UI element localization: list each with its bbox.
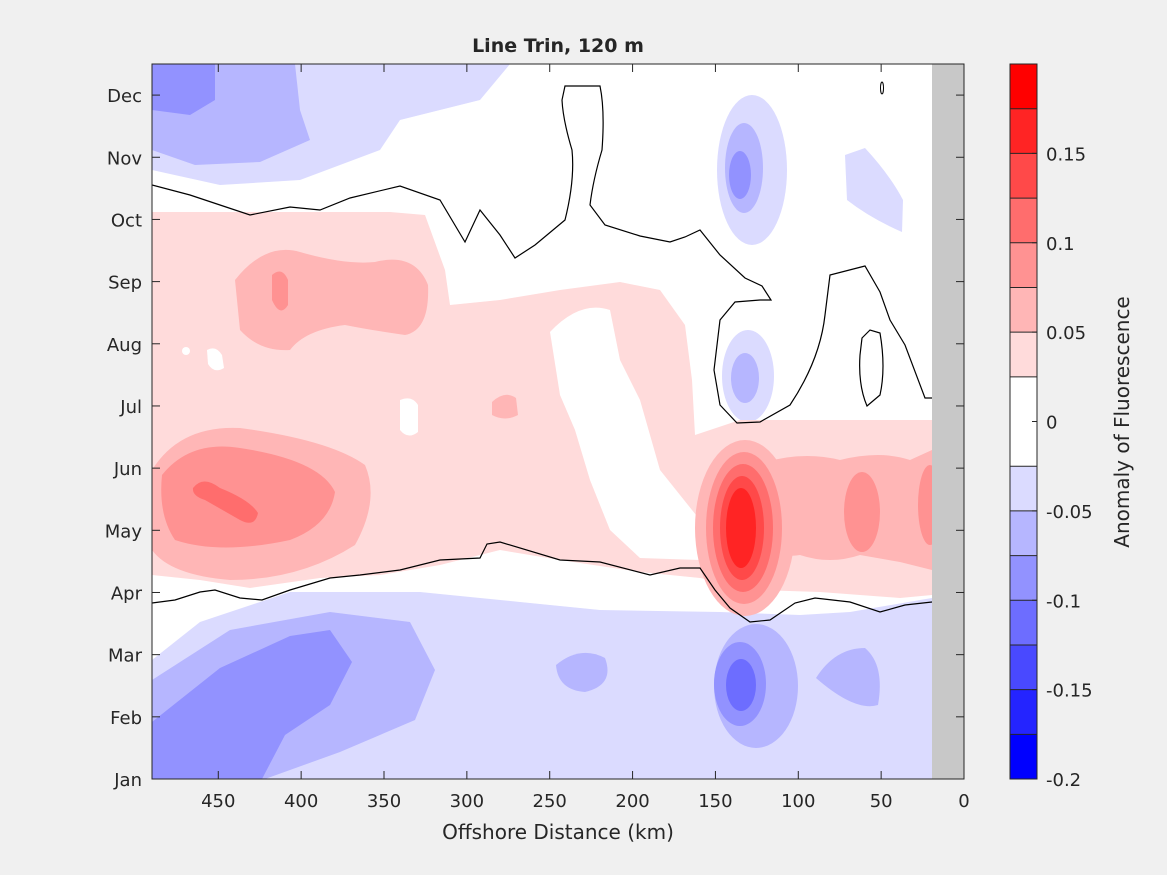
colorbar-segment: [1010, 555, 1037, 601]
chart-title: Line Trin, 120 m: [472, 35, 644, 57]
x-axis-label: Offshore Distance (km): [442, 820, 674, 844]
colorbar-segment: [1010, 466, 1037, 511]
x-tick-label: 400: [284, 791, 318, 812]
contour-bottom-minimum: [726, 659, 756, 711]
colorbar-segment: [1010, 734, 1037, 779]
colorbar-segment: [1010, 287, 1037, 333]
y-tick-label: Jan: [113, 770, 142, 791]
colorbar-tick-label: -0.15: [1046, 681, 1093, 702]
contour-small-positive: [492, 394, 518, 419]
contour-fills: [152, 64, 964, 779]
y-axis: Jan Feb Mar Apr May Jun Jul Aug Sep Oct Nov Dec: [105, 86, 964, 791]
x-tick-label: 350: [367, 791, 401, 812]
x-tick-label: 50: [870, 791, 893, 812]
plot-area: [151, 63, 965, 780]
x-axis: 450 400 350 300 250 200 150 100 50 0: [201, 64, 970, 812]
colorbar-tick-label: 0.1: [1046, 234, 1075, 255]
y-tick-label: May: [105, 521, 143, 542]
colorbar-tick-label: -0.2: [1046, 770, 1081, 791]
colorbar-tick-label: 0.15: [1046, 144, 1086, 165]
x-tick-label: 0: [958, 791, 969, 812]
contour-right-positive: [755, 450, 932, 570]
contour-gap: [400, 398, 418, 436]
y-tick-label: Mar: [108, 646, 143, 667]
x-tick-label: 100: [781, 791, 815, 812]
colorbar-tick-label: 0.05: [1046, 323, 1086, 344]
y-tick-label: Apr: [111, 583, 143, 604]
y-tick-label: Feb: [110, 708, 142, 729]
colorbar-segment: [1010, 198, 1037, 243]
y-tick-label: Aug: [107, 335, 142, 356]
y-tick-label: Jun: [113, 459, 142, 480]
contour-right-positive: [844, 472, 880, 552]
x-tick-label: 200: [615, 791, 649, 812]
contour-gap: [207, 348, 224, 371]
colorbar-segment: [1010, 108, 1037, 154]
contour-bottom-mid-negative: [556, 652, 608, 692]
colorbar-segment: [1010, 644, 1037, 690]
colorbar-segment: [1010, 242, 1037, 288]
zero-contour-line: [152, 85, 932, 424]
colorbar-label: Anomaly of Fluorescence: [1110, 296, 1134, 547]
y-tick-label: Sep: [108, 273, 142, 294]
contour-bottom-right-negative: [816, 648, 880, 707]
y-tick-label: Jul: [119, 397, 142, 418]
contour-left-positive: [272, 271, 288, 311]
y-tick-label: Nov: [107, 148, 142, 169]
contour-top-left-negative: [152, 64, 215, 115]
contour-gap: [550, 307, 700, 560]
contour-bottom-left-negative: [152, 630, 352, 779]
x-tick-label: 450: [201, 791, 235, 812]
colorbar-tick-label: 0: [1046, 413, 1057, 434]
contour-gap: [182, 347, 190, 355]
colorbar-segment: [1010, 689, 1037, 735]
contour-left-positive: [192, 481, 258, 523]
plot-frame: [151, 63, 965, 780]
x-tick-label: 300: [450, 791, 484, 812]
zero-contour-line: [859, 329, 884, 407]
contour-left-positive: [161, 446, 335, 548]
colorbar: -0.2 -0.15 -0.1 -0.05 0 0.05 0.1 0.15: [1009, 63, 1093, 791]
zero-contour-line: [880, 81, 884, 95]
y-tick-label: Oct: [111, 210, 142, 231]
x-tick-label: 150: [698, 791, 732, 812]
colorbar-segment: [1010, 64, 1037, 109]
contour-mid-minimum: [731, 353, 759, 403]
colorbar-tick-label: -0.1: [1046, 591, 1081, 612]
x-tick-label: 250: [533, 791, 567, 812]
colorbar-segment: [1010, 510, 1037, 556]
colorbar-segment: [1010, 332, 1037, 377]
zero-contour-line: [152, 541, 933, 623]
colorbar-segment: [1010, 153, 1037, 199]
contour-upper-minimum: [729, 151, 751, 199]
contour-peak-fill: [726, 488, 756, 568]
colorbar-segment: [1010, 600, 1037, 645]
no-data-region: [932, 64, 964, 779]
contour-right-negative: [845, 148, 903, 232]
colorbar-tick-label: -0.05: [1046, 502, 1093, 523]
y-tick-label: Dec: [107, 86, 142, 107]
